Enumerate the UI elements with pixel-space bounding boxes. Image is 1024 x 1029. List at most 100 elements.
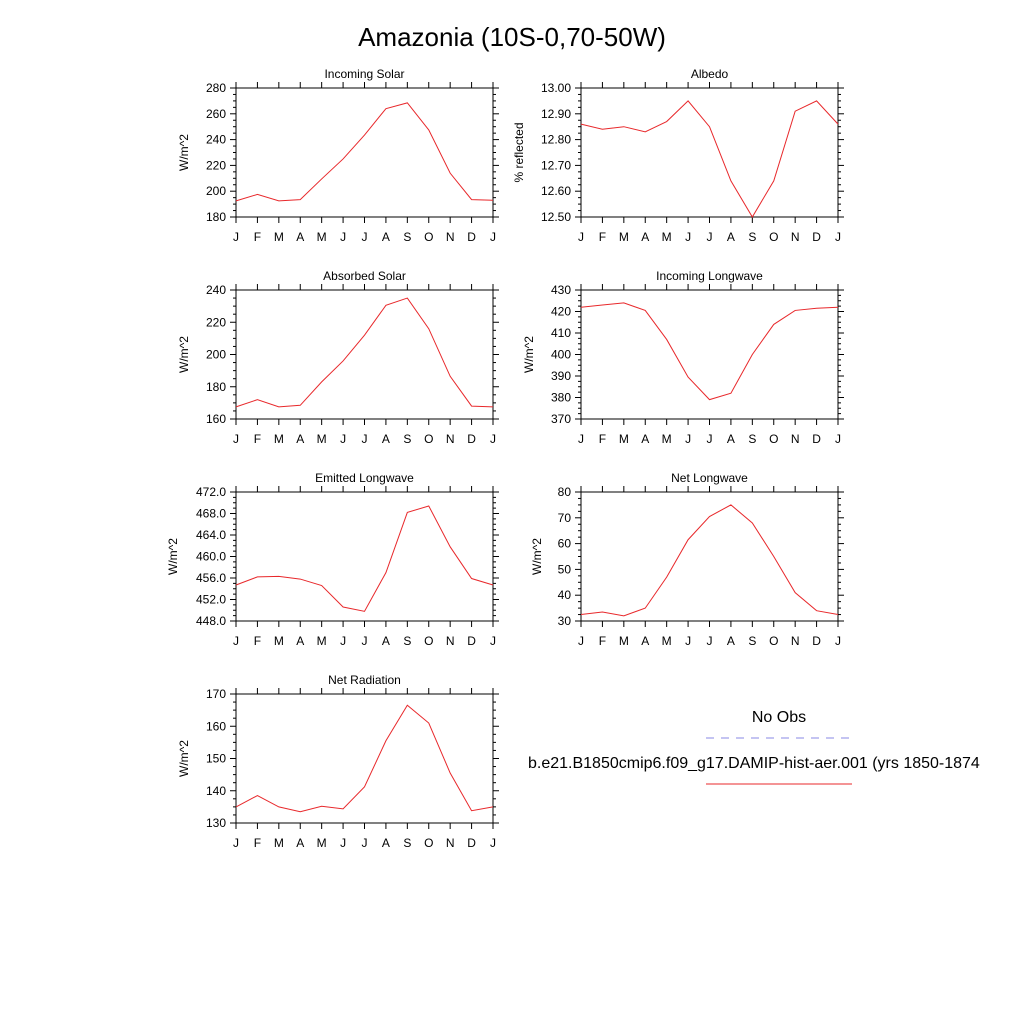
y-tick-label: 60 <box>558 537 572 551</box>
x-tick-label: A <box>727 634 735 648</box>
x-tick-label: O <box>769 230 778 244</box>
x-tick-label: A <box>641 634 649 648</box>
x-tick-label: A <box>382 836 390 850</box>
x-tick-label: M <box>317 230 327 244</box>
y-tick-label: 472.0 <box>196 485 226 499</box>
x-tick-label: M <box>274 230 284 244</box>
y-tick-label: 13.00 <box>541 81 571 95</box>
y-axis-label: % reflected <box>512 122 526 182</box>
series-line <box>235 505 494 612</box>
x-tick-label: J <box>340 432 346 446</box>
y-tick-label: 220 <box>206 158 226 172</box>
x-tick-label: J <box>685 432 691 446</box>
x-tick-label: N <box>446 230 455 244</box>
x-tick-label: A <box>296 432 304 446</box>
y-axis-label: W/m^2 <box>177 740 191 777</box>
x-tick-label: J <box>835 230 841 244</box>
x-tick-label: J <box>233 432 239 446</box>
panel-title: Absorbed Solar <box>323 269 406 283</box>
x-tick-label: S <box>403 230 411 244</box>
y-axis-label: W/m^2 <box>177 336 191 373</box>
x-tick-label: A <box>296 634 304 648</box>
legend: No Obs b.e21.B1850cmip6.f09_g17.DAMIP-hi… <box>528 709 980 785</box>
x-tick-label: J <box>490 634 496 648</box>
y-tick-label: 400 <box>551 348 571 362</box>
y-tick-label: 12.50 <box>541 210 571 224</box>
x-tick-label: J <box>685 634 691 648</box>
x-tick-label: M <box>619 634 629 648</box>
x-tick-label: F <box>254 634 261 648</box>
x-tick-label: M <box>317 634 327 648</box>
x-tick-label: N <box>446 634 455 648</box>
y-tick-label: 464.0 <box>196 528 226 542</box>
y-tick-label: 200 <box>206 348 226 362</box>
x-tick-label: J <box>362 432 368 446</box>
x-tick-label: D <box>467 836 476 850</box>
x-tick-label: D <box>812 230 821 244</box>
x-tick-label: D <box>812 634 821 648</box>
x-tick-label: M <box>317 432 327 446</box>
legend-obs-label: No Obs <box>752 709 806 726</box>
x-tick-label: A <box>727 230 735 244</box>
x-tick-label: O <box>769 634 778 648</box>
x-tick-label: F <box>254 230 261 244</box>
y-tick-label: 180 <box>206 380 226 394</box>
x-tick-label: A <box>641 230 649 244</box>
x-tick-label: S <box>403 432 411 446</box>
panel-title: Incoming Longwave <box>656 269 763 283</box>
y-tick-label: 180 <box>206 210 226 224</box>
y-tick-label: 240 <box>206 133 226 147</box>
x-tick-label: J <box>578 432 584 446</box>
panel-title: Net Radiation <box>328 673 401 687</box>
y-tick-label: 380 <box>551 391 571 405</box>
x-tick-label: J <box>490 836 496 850</box>
x-tick-label: F <box>254 432 261 446</box>
panel-title: Incoming Solar <box>324 67 404 81</box>
y-tick-label: 430 <box>551 283 571 297</box>
y-tick-label: 390 <box>551 369 571 383</box>
y-tick-label: 140 <box>206 784 226 798</box>
y-tick-label: 130 <box>206 816 226 830</box>
x-tick-label: A <box>382 634 390 648</box>
y-tick-label: 50 <box>558 562 572 576</box>
x-tick-label: J <box>685 230 691 244</box>
x-tick-label: S <box>748 634 756 648</box>
series-line <box>235 704 494 813</box>
y-axis-label: W/m^2 <box>177 134 191 171</box>
x-tick-label: D <box>467 634 476 648</box>
y-tick-label: 160 <box>206 412 226 426</box>
x-tick-label: M <box>274 432 284 446</box>
x-tick-label: A <box>296 836 304 850</box>
x-tick-label: F <box>254 836 261 850</box>
x-tick-label: N <box>791 230 800 244</box>
y-axis-label: W/m^2 <box>166 538 180 575</box>
x-tick-label: O <box>424 634 433 648</box>
x-tick-label: J <box>578 230 584 244</box>
x-tick-label: J <box>362 230 368 244</box>
x-tick-label: A <box>296 230 304 244</box>
x-tick-label: S <box>748 230 756 244</box>
x-tick-label: J <box>233 230 239 244</box>
series-line <box>235 102 494 202</box>
x-tick-label: A <box>641 432 649 446</box>
series-line <box>580 302 839 401</box>
y-axis-label: W/m^2 <box>530 538 544 575</box>
series-line <box>580 100 839 218</box>
x-tick-label: J <box>233 836 239 850</box>
y-tick-label: 410 <box>551 326 571 340</box>
y-tick-label: 220 <box>206 315 226 329</box>
y-tick-label: 12.60 <box>541 184 571 198</box>
plot-frame <box>235 289 494 420</box>
x-tick-label: M <box>317 836 327 850</box>
plot-frame <box>580 491 839 622</box>
y-tick-label: 12.90 <box>541 107 571 121</box>
x-tick-label: S <box>748 432 756 446</box>
x-tick-label: M <box>619 230 629 244</box>
x-tick-label: O <box>424 432 433 446</box>
y-tick-label: 30 <box>558 614 572 628</box>
x-tick-label: S <box>403 634 411 648</box>
